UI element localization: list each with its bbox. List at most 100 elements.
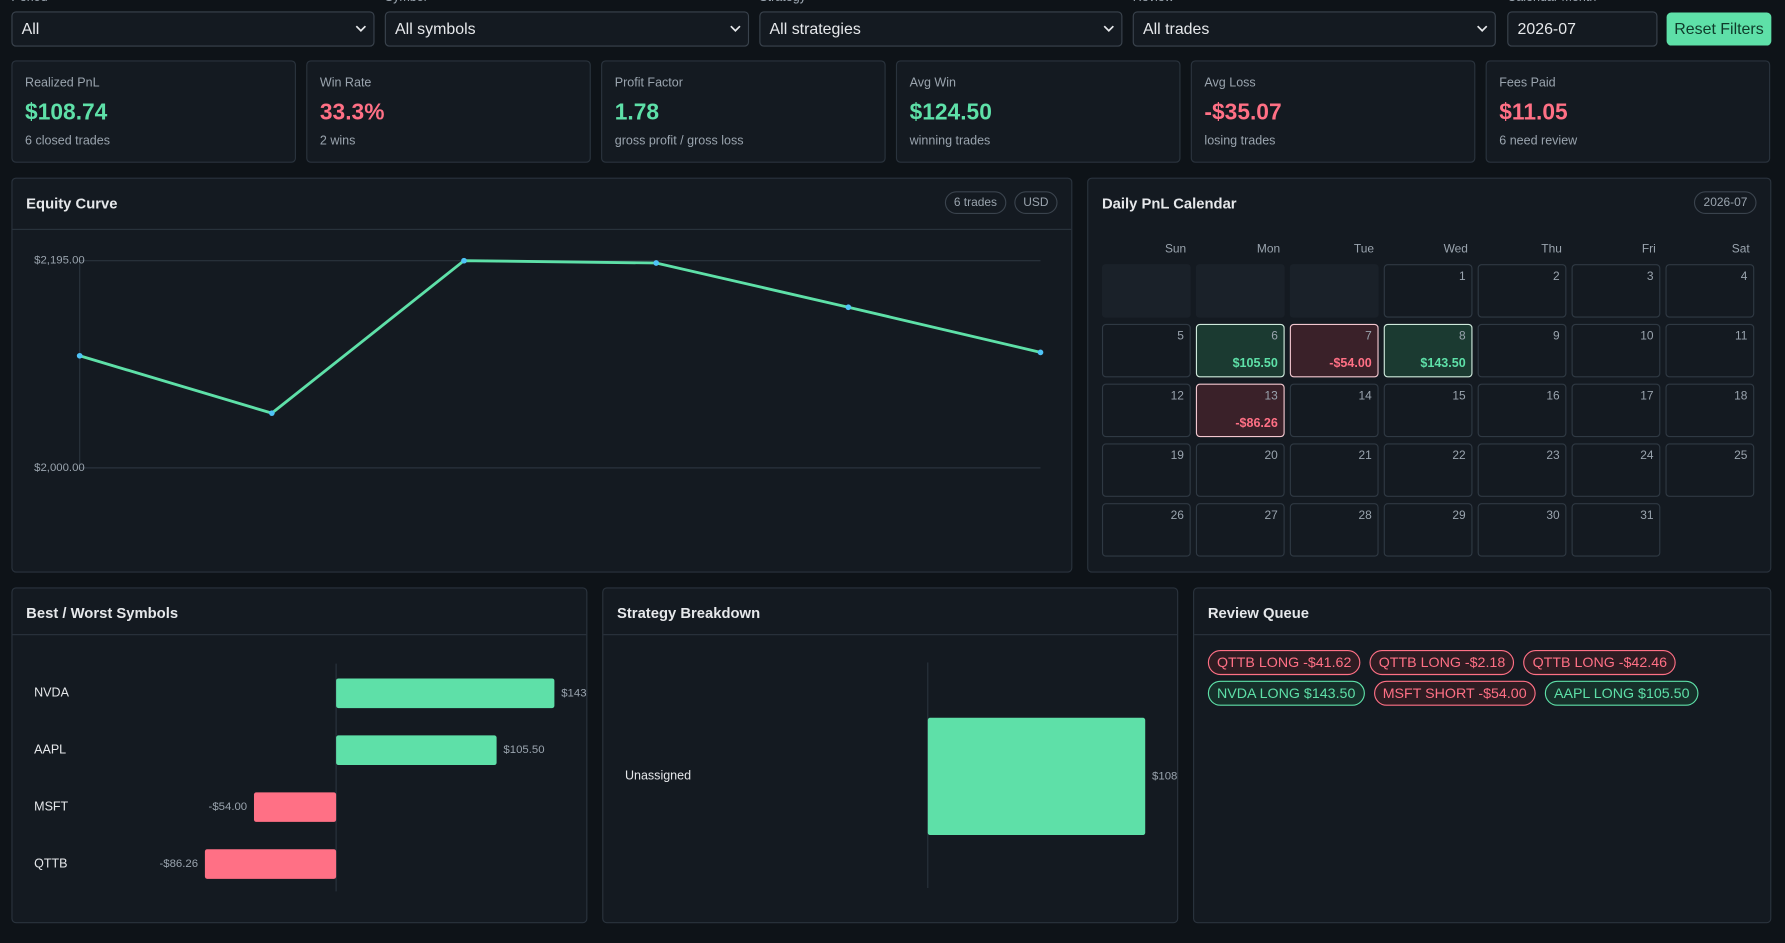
month-input[interactable]: 2026-07 bbox=[1507, 11, 1658, 47]
day-number: 6 bbox=[1271, 329, 1278, 343]
filter-label: Symbol bbox=[385, 0, 427, 5]
value-label: -$54.00 bbox=[209, 801, 248, 813]
pnl-cell bbox=[1289, 323, 1379, 378]
chevron bbox=[730, 25, 741, 32]
day-number: 31 bbox=[1640, 508, 1654, 522]
pnl-cell bbox=[1195, 323, 1285, 378]
kpi-sub: 2 wins bbox=[319, 134, 356, 148]
day-cell bbox=[1571, 323, 1661, 378]
category-label: NVDA bbox=[34, 686, 69, 700]
value-label: $105.50 bbox=[503, 744, 544, 756]
kpi-label: Profit Factor bbox=[614, 76, 683, 90]
day-number: 10 bbox=[1640, 329, 1654, 343]
filter-label: Calendar Month bbox=[1507, 0, 1596, 5]
day-number: 17 bbox=[1640, 388, 1654, 402]
month-badge: 2026-07 bbox=[1694, 191, 1757, 215]
kpi-card: Fees Paid $11.05 6 need review bbox=[1485, 60, 1771, 163]
day-number: 24 bbox=[1640, 448, 1654, 462]
y-tick-label: $2,000.00 bbox=[34, 462, 85, 474]
value-label: $108.74 bbox=[1152, 770, 1177, 782]
day-number: 2 bbox=[1553, 269, 1560, 283]
day-number: 3 bbox=[1647, 269, 1654, 283]
day-number: 27 bbox=[1265, 508, 1279, 522]
pnl-label: -$86.26 bbox=[1235, 416, 1277, 430]
chart: $2,195.00 $2,000.00 bbox=[34, 255, 1044, 474]
day-number: 23 bbox=[1546, 448, 1560, 462]
reset-button[interactable]: Reset Filters bbox=[1666, 12, 1772, 46]
day-number: 9 bbox=[1553, 329, 1560, 343]
day-cell bbox=[1383, 443, 1473, 497]
day-cell bbox=[1665, 264, 1755, 318]
review-chip[interactable]: QTTB LONG -$42.46 bbox=[1523, 650, 1677, 676]
pnl-label: $143.50 bbox=[1420, 356, 1465, 370]
equity-point bbox=[1037, 349, 1044, 356]
select[interactable]: All strategies bbox=[759, 11, 1123, 47]
kpi-sub: 6 need review bbox=[1499, 134, 1578, 148]
review-chip[interactable]: QTTB LONG -$41.62 bbox=[1207, 650, 1361, 676]
day-number: 30 bbox=[1546, 508, 1560, 522]
divider bbox=[12, 634, 587, 636]
review-panel: Review Queue QTTB LONG -$41.62 QTTB LONG … bbox=[1193, 587, 1772, 924]
day-cell bbox=[1383, 264, 1473, 318]
value-label: -$86.26 bbox=[159, 858, 198, 870]
review-chip[interactable]: NVDA LONG $143.50 bbox=[1207, 680, 1365, 706]
divider bbox=[12, 228, 1072, 230]
kpi-card: Avg Loss -$35.07 losing trades bbox=[1190, 60, 1476, 163]
y-tick-label: $2,195.00 bbox=[34, 255, 85, 267]
pnl-cell bbox=[1383, 323, 1473, 378]
day-cell bbox=[1571, 383, 1661, 438]
filter-label: Strategy bbox=[759, 0, 806, 5]
select-value: 2026-07 bbox=[1517, 19, 1576, 38]
day-cell bbox=[1101, 383, 1191, 438]
bar bbox=[927, 717, 1146, 835]
review-chip[interactable]: QTTB LONG -$2.18 bbox=[1369, 650, 1515, 676]
day-cell bbox=[1195, 503, 1285, 557]
kpi-value: -$35.07 bbox=[1204, 100, 1282, 126]
equity-panel: Equity Curve 6 trades USD bbox=[11, 177, 1073, 573]
review-chip[interactable]: MSFT SHORT -$54.00 bbox=[1373, 680, 1536, 706]
kpi-value: $11.05 bbox=[1499, 100, 1568, 126]
weekday-label: Sat bbox=[1732, 241, 1751, 255]
kpi-value: $124.50 bbox=[909, 100, 992, 126]
select-value: All strategies bbox=[769, 19, 861, 38]
day-number: 7 bbox=[1365, 329, 1372, 343]
day-number: 4 bbox=[1741, 269, 1748, 283]
kpi-label: Win Rate bbox=[319, 76, 372, 90]
day-number: 29 bbox=[1452, 508, 1466, 522]
day-cell bbox=[1195, 443, 1285, 497]
kpi-label: Avg Loss bbox=[1204, 76, 1256, 90]
day-number: 25 bbox=[1734, 448, 1748, 462]
review-chip[interactable]: AAPL LONG $105.50 bbox=[1544, 680, 1699, 706]
filter-label: Period bbox=[11, 0, 47, 5]
kpi-card: Realized PnL $108.74 6 closed trades bbox=[11, 60, 296, 163]
day-number: 12 bbox=[1171, 388, 1185, 402]
kpi-label: Fees Paid bbox=[1499, 76, 1556, 90]
day-number: 16 bbox=[1546, 388, 1560, 402]
divider bbox=[603, 634, 1178, 636]
divider bbox=[1194, 634, 1771, 636]
equity-point bbox=[269, 410, 275, 417]
weekday-label: Wed bbox=[1444, 241, 1468, 255]
day-cell bbox=[1665, 383, 1755, 438]
day-number: 11 bbox=[1735, 329, 1748, 343]
select[interactable]: All symbols bbox=[384, 11, 750, 47]
panel-title: Daily PnL Calendar bbox=[1101, 194, 1237, 212]
blank-cell bbox=[1101, 264, 1191, 318]
select[interactable]: All bbox=[11, 11, 375, 47]
kpi-sub: losing trades bbox=[1204, 134, 1276, 148]
select[interactable]: All trades bbox=[1132, 11, 1496, 47]
day-number: 1 bbox=[1459, 269, 1466, 283]
chevron bbox=[355, 25, 367, 32]
day-number: 26 bbox=[1171, 508, 1185, 522]
day-cell bbox=[1571, 503, 1661, 557]
day-number: 8 bbox=[1459, 329, 1466, 343]
day-number: 13 bbox=[1265, 388, 1279, 402]
panel-title: Review Queue bbox=[1207, 604, 1310, 622]
bar bbox=[336, 735, 497, 765]
equity-point bbox=[653, 260, 660, 266]
kpi-value: 1.78 bbox=[614, 100, 660, 126]
select-value: All symbols bbox=[395, 19, 476, 38]
